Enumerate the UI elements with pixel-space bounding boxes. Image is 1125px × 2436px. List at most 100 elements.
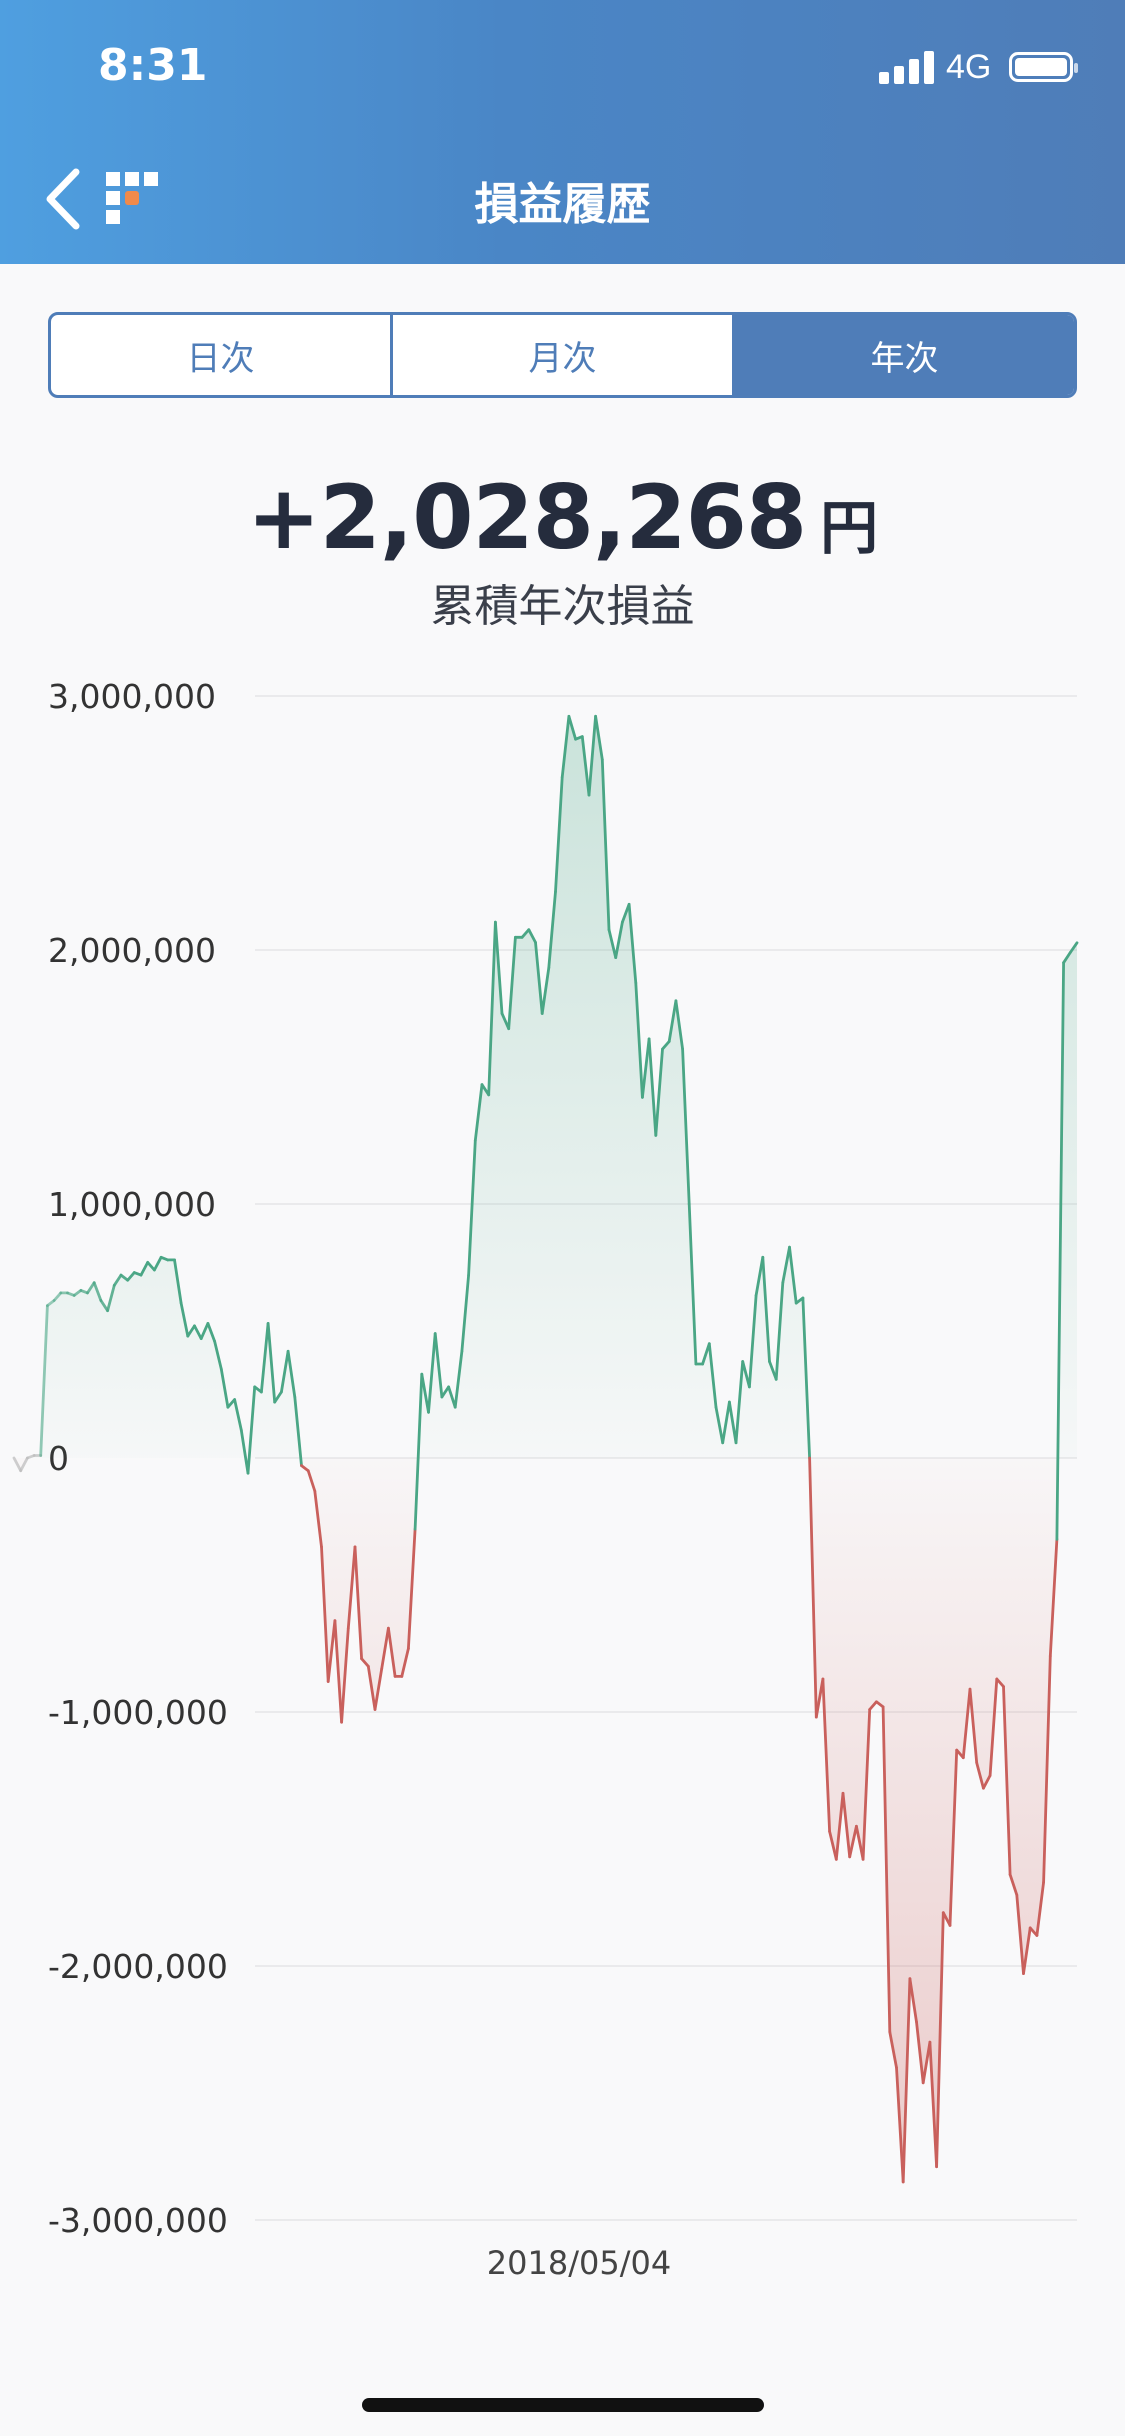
series-line-segment: [821, 1677, 831, 1833]
series-line-segment: [19, 1456, 29, 1473]
series-line-segment: [92, 1281, 103, 1302]
series-line-segment: [748, 1294, 758, 1389]
series-line-segment: [12, 1456, 23, 1473]
series-line-segment: [1035, 1880, 1045, 1937]
series-line-segment: [293, 1395, 303, 1467]
series-line-segment: [534, 940, 544, 1015]
series-line-segment: [52, 1291, 63, 1302]
series-line-segment: [948, 1748, 959, 1927]
series-line-segment: [453, 1349, 464, 1409]
series-line-segment: [346, 1545, 357, 1630]
series-line-segment: [119, 1273, 130, 1282]
series-line-segment: [306, 1469, 317, 1493]
series-line-segment: [520, 928, 531, 939]
series-line-segment: [39, 1304, 49, 1457]
series-line-segment: [326, 1619, 337, 1683]
series-line-segment: [627, 902, 638, 985]
series-line-segment: [975, 1761, 985, 1790]
series-line-segment: [206, 1322, 217, 1343]
series-line-segment: [915, 2020, 925, 2085]
y-tick-label: 2,000,000: [48, 931, 216, 970]
series-line-segment: [427, 1332, 437, 1414]
series-line-segment: [440, 1385, 451, 1399]
series-line-segment: [634, 981, 644, 1099]
series-line-segment: [774, 1281, 785, 1381]
series-line-segment: [701, 1342, 711, 1366]
cumulative-total: +2,028,268 円: [0, 466, 1125, 569]
series-line-segment: [99, 1299, 109, 1313]
period-segmented-control: 日次 月次 年次: [48, 312, 1077, 398]
series-line-segment: [928, 2040, 938, 2169]
status-time: 8:31: [98, 40, 208, 91]
series-line-segment: [935, 1911, 945, 2169]
signal-icon: [879, 50, 935, 84]
series-line-segment: [687, 1202, 698, 1366]
series-line-segment: [968, 1687, 979, 1765]
series-line-segment: [841, 1791, 852, 1859]
series-line-segment: [834, 1791, 845, 1861]
series-line-segment: [527, 928, 537, 944]
series-line-segment: [661, 1039, 671, 1051]
series-line-segment: [146, 1261, 156, 1272]
series-line-segment: [1008, 1873, 1019, 1897]
series-line-segment: [373, 1667, 384, 1711]
y-tick-label: -2,000,000: [48, 1947, 228, 1986]
series-line-segment: [647, 1037, 658, 1137]
series-line-segment: [413, 1372, 424, 1531]
series-line-segment: [594, 714, 604, 761]
series-line-segment: [828, 1830, 838, 1861]
series-line-segment: [761, 1255, 771, 1363]
series-line-segment: [507, 935, 517, 1031]
series-line-segment: [126, 1271, 136, 1282]
series-line-segment: [667, 999, 678, 1043]
series-line-segment: [467, 1139, 477, 1277]
series-line-segment: [152, 1255, 163, 1272]
tab-daily[interactable]: 日次: [186, 338, 255, 379]
series-line-segment: [173, 1258, 183, 1305]
series-line-segment: [560, 714, 571, 779]
x-axis-label: 2018/05/04: [487, 2244, 671, 2282]
series-line-segment: [1022, 1926, 1032, 1975]
series-line-segment: [614, 920, 624, 960]
series-line-segment: [681, 1047, 691, 1206]
home-indicator: [362, 2398, 764, 2412]
series-line-segment: [580, 735, 591, 797]
series-line-segment: [868, 1700, 878, 1711]
series-line-segment: [714, 1405, 725, 1445]
series-line-segment: [881, 1705, 892, 2034]
y-tick-label: -1,000,000: [48, 1693, 228, 1732]
series-line-segment: [420, 1372, 430, 1414]
page-title: 損益履歴: [474, 179, 651, 230]
series-line-segment: [179, 1301, 190, 1338]
total-value: +2,028,268: [246, 466, 807, 569]
series-line-segment: [313, 1489, 323, 1549]
series-line-segment: [781, 1245, 791, 1285]
tab-monthly[interactable]: 月次: [390, 315, 732, 395]
series-line-segment: [493, 920, 504, 1015]
series-line-segment: [213, 1339, 223, 1371]
series-line-segment: [741, 1360, 751, 1389]
series-line-segment: [754, 1255, 765, 1297]
series-line-segment: [982, 1774, 992, 1790]
series-line-segment: [901, 1977, 912, 2184]
chevron-left-icon: [46, 168, 80, 230]
series-line-segment: [674, 999, 684, 1051]
pnl-line-chart[interactable]: 3,000,0002,000,0001,000,0000-1,000,000-2…: [0, 660, 1125, 2300]
series-line-segment: [460, 1273, 471, 1353]
series-line-segment: [921, 2040, 932, 2085]
series-line-segment: [995, 1677, 1005, 1688]
series-line-segment: [266, 1322, 277, 1404]
series-line-segment: [473, 1083, 484, 1142]
series-line-segment: [961, 1687, 972, 1760]
series-line-segment: [908, 1977, 918, 2024]
series-line-segment: [340, 1626, 350, 1724]
series-line-segment: [734, 1360, 745, 1445]
tab-yearly[interactable]: 年次: [732, 315, 1074, 395]
series-line-segment: [186, 1324, 196, 1338]
series-line-segment: [848, 1824, 858, 1859]
back-button[interactable]: [40, 164, 90, 234]
series-line-segment: [641, 1037, 651, 1099]
app-logo-icon: [106, 172, 162, 224]
series-line-segment: [233, 1398, 243, 1432]
series-line-segment: [1055, 961, 1065, 1541]
